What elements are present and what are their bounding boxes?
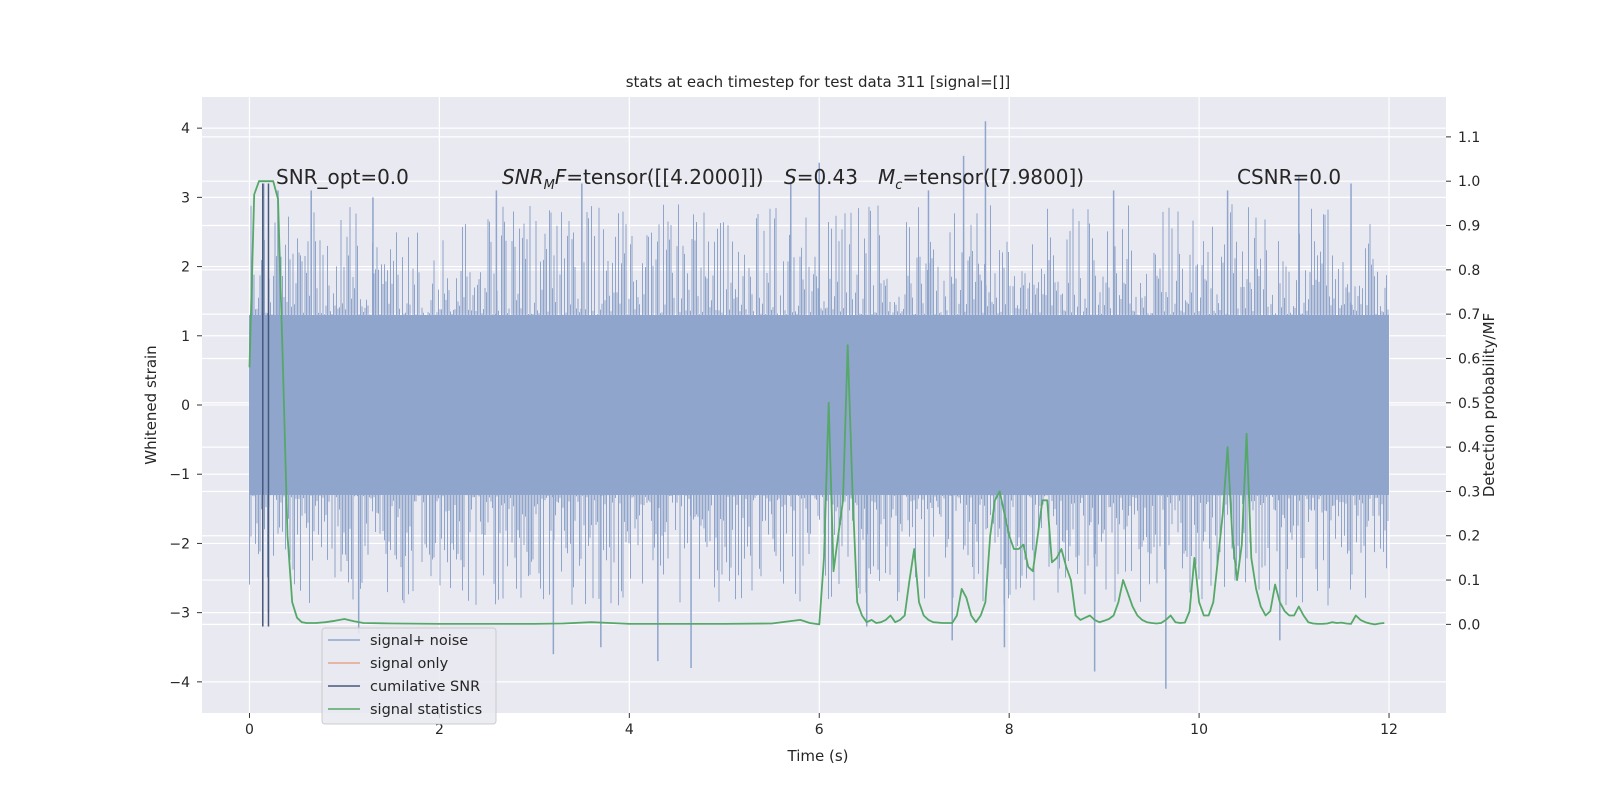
- x-tick-label: 8: [1005, 722, 1014, 738]
- y-right-tick-label: 0.0: [1458, 617, 1480, 633]
- signal-noise-series: [249, 121, 1390, 689]
- annotation-s-symbol: S: [784, 165, 797, 189]
- annotation-mc-value: =tensor([7.9800]): [902, 165, 1084, 189]
- legend-entry-signal-noise: signal+ noise: [370, 633, 468, 649]
- x-tick-label: 2: [435, 722, 444, 738]
- y-tick-label: −2: [169, 536, 190, 552]
- y-axis-right-ticks: 0.0 0.1 0.2 0.3 0.4 0.5 0.6 0.7 0.8 0.9 1.0 1.1: [1446, 130, 1480, 633]
- y-right-tick-label: 0.9: [1458, 219, 1480, 235]
- legend-entry-cumilative-snr: cumilative SNR: [370, 679, 480, 695]
- x-tick-label: 10: [1190, 722, 1208, 738]
- y-right-tick-label: 0.1: [1458, 573, 1480, 589]
- y-axis-right-label: Detection probability/MF: [1480, 313, 1498, 497]
- y-right-tick-label: 0.2: [1458, 529, 1480, 545]
- x-tick-label: 12: [1380, 722, 1398, 738]
- annotations: SNR_opt=0.0 SNRMF=tensor([[4.2000]]) S=0…: [276, 165, 1341, 193]
- y-right-tick-label: 0.8: [1458, 263, 1480, 279]
- y-right-tick-label: 0.6: [1458, 351, 1480, 367]
- legend-box: [321, 627, 497, 725]
- annotation-csnr: CSNR=0.0: [1237, 165, 1341, 189]
- annotation-snr-mf-symbol: SNR: [502, 165, 544, 189]
- y-tick-label: 2: [181, 260, 190, 276]
- statistics-line: [248, 180, 1385, 626]
- annotation-mc-subscript: c: [895, 178, 902, 193]
- y-tick-label: 1: [181, 329, 190, 345]
- annotation-s-value: =0.43: [797, 165, 858, 189]
- y-right-tick-label: 1.0: [1458, 174, 1480, 190]
- y-right-tick-label: 0.7: [1458, 307, 1480, 323]
- y-right-tick-label: 0.3: [1458, 484, 1480, 500]
- y-right-tick-label: 1.1: [1458, 130, 1480, 146]
- y-right-tick-label: 0.4: [1458, 440, 1480, 456]
- signal-statistics-series: [248, 180, 1385, 626]
- y-right-tick-label: 0.5: [1458, 396, 1480, 412]
- y-tick-label: −4: [169, 675, 190, 691]
- y-tick-label: −3: [169, 606, 190, 622]
- y-tick-label: −1: [169, 467, 190, 483]
- annotation-snr-mf-tail: F: [555, 165, 567, 189]
- x-tick-label: 0: [245, 722, 254, 738]
- x-axis-ticks: 0 2 4 6 8 10 12: [245, 713, 1398, 738]
- annotation-snr-opt: SNR_opt=0.0: [276, 165, 409, 189]
- annotation-mc-symbol: M: [878, 165, 895, 189]
- noise-trace: [249, 204, 1389, 606]
- y-tick-label: 0: [181, 398, 190, 414]
- annotation-snr-mf: SNRMF=tensor([[4.2000]]): [502, 165, 764, 193]
- x-tick-label: 6: [815, 722, 824, 738]
- legend-entry-signal-only: signal only: [370, 656, 449, 672]
- annotation-snr-mf-subscript: M: [544, 178, 555, 193]
- cumilative-snr-series: [262, 183, 270, 627]
- annotation-mc: Mc=tensor([7.9800]): [878, 165, 1084, 193]
- legend: signal+ noise signal only cumilative SNR…: [321, 627, 497, 725]
- y-tick-label: 3: [181, 190, 190, 206]
- y-tick-label: 4: [181, 121, 190, 137]
- annotation-snr-mf-value: =tensor([[4.2000]]): [566, 165, 763, 189]
- chart-title: stats at each timestep for test data 311…: [626, 73, 1011, 91]
- y-axis-label: Whitened strain: [142, 345, 160, 464]
- x-axis-label: Time (s): [787, 747, 849, 765]
- legend-entry-signal-statistics: signal statistics: [370, 702, 482, 718]
- y-axis-left-ticks: −4 −3 −2 −1 0 1 2 3 4: [169, 121, 202, 691]
- x-tick-label: 4: [625, 722, 634, 738]
- annotation-s: S=0.43: [784, 165, 858, 189]
